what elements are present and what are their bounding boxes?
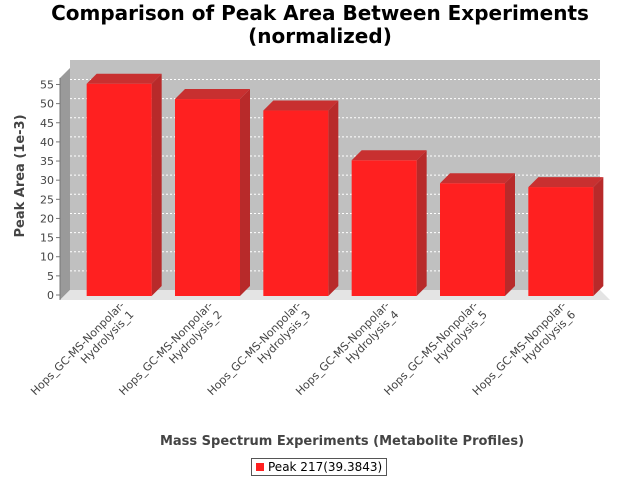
plot-left-wall xyxy=(60,68,70,300)
bar-top xyxy=(175,89,250,100)
chart-title-line-2: (normalized) xyxy=(248,24,392,48)
legend: Peak 217(39.3843) xyxy=(251,458,388,476)
bar-top xyxy=(528,177,604,188)
y-tick-label: 35 xyxy=(40,155,54,168)
bar-front xyxy=(175,99,240,296)
bar-front xyxy=(440,183,505,296)
x-category-label-line: Hops_GC-MS-Nonpolar- xyxy=(28,299,127,398)
y-tick-label: 10 xyxy=(40,251,54,264)
bar-top xyxy=(440,173,515,184)
y-tick-label: 0 xyxy=(47,289,54,302)
y-axis-ticks: 0 5 10 15 20 25 30 35 40 45 50 55 xyxy=(40,78,61,302)
legend-swatch xyxy=(256,463,264,471)
y-tick-label: 5 xyxy=(47,270,54,283)
bar xyxy=(351,150,427,296)
bar xyxy=(440,173,515,296)
bar-side xyxy=(416,150,427,296)
y-tick-label: 25 xyxy=(40,193,54,206)
x-axis-title: Mass Spectrum Experiments (Metabolite Pr… xyxy=(160,434,524,449)
bar-front xyxy=(86,83,152,296)
x-axis-category-labels: Hops_GC-MS-Nonpolar-Hydrolysis_1Hops_GC-… xyxy=(28,299,578,398)
y-tick-label: 30 xyxy=(40,174,54,187)
y-tick-label: 55 xyxy=(40,78,54,91)
bar xyxy=(86,73,162,296)
bar-side xyxy=(151,73,162,296)
chart-title: Comparison of Peak Area Between Experime… xyxy=(0,2,640,48)
chart-title-line-1: Comparison of Peak Area Between Experime… xyxy=(51,1,589,25)
bars xyxy=(86,73,604,296)
bar-side xyxy=(593,177,604,296)
y-tick-label: 40 xyxy=(40,136,54,149)
bar xyxy=(175,89,250,296)
bar xyxy=(263,100,339,296)
y-tick-label: 45 xyxy=(40,117,54,130)
legend-label: Peak 217(39.3843) xyxy=(268,460,383,474)
y-tick-label: 15 xyxy=(40,232,54,245)
bar-front xyxy=(351,160,417,296)
y-tick-label: 20 xyxy=(40,212,54,225)
y-tick-label: 50 xyxy=(40,98,54,111)
bar-top xyxy=(263,100,339,111)
bar-side xyxy=(505,173,515,296)
bar-top xyxy=(351,150,427,161)
bar-side xyxy=(240,89,250,296)
bar-front xyxy=(263,110,329,296)
bar-side xyxy=(328,100,339,296)
bar xyxy=(528,177,604,296)
bar-front xyxy=(528,187,594,296)
y-axis-title: Peak Area (1e-3) xyxy=(13,114,28,237)
bar-top xyxy=(86,73,162,84)
